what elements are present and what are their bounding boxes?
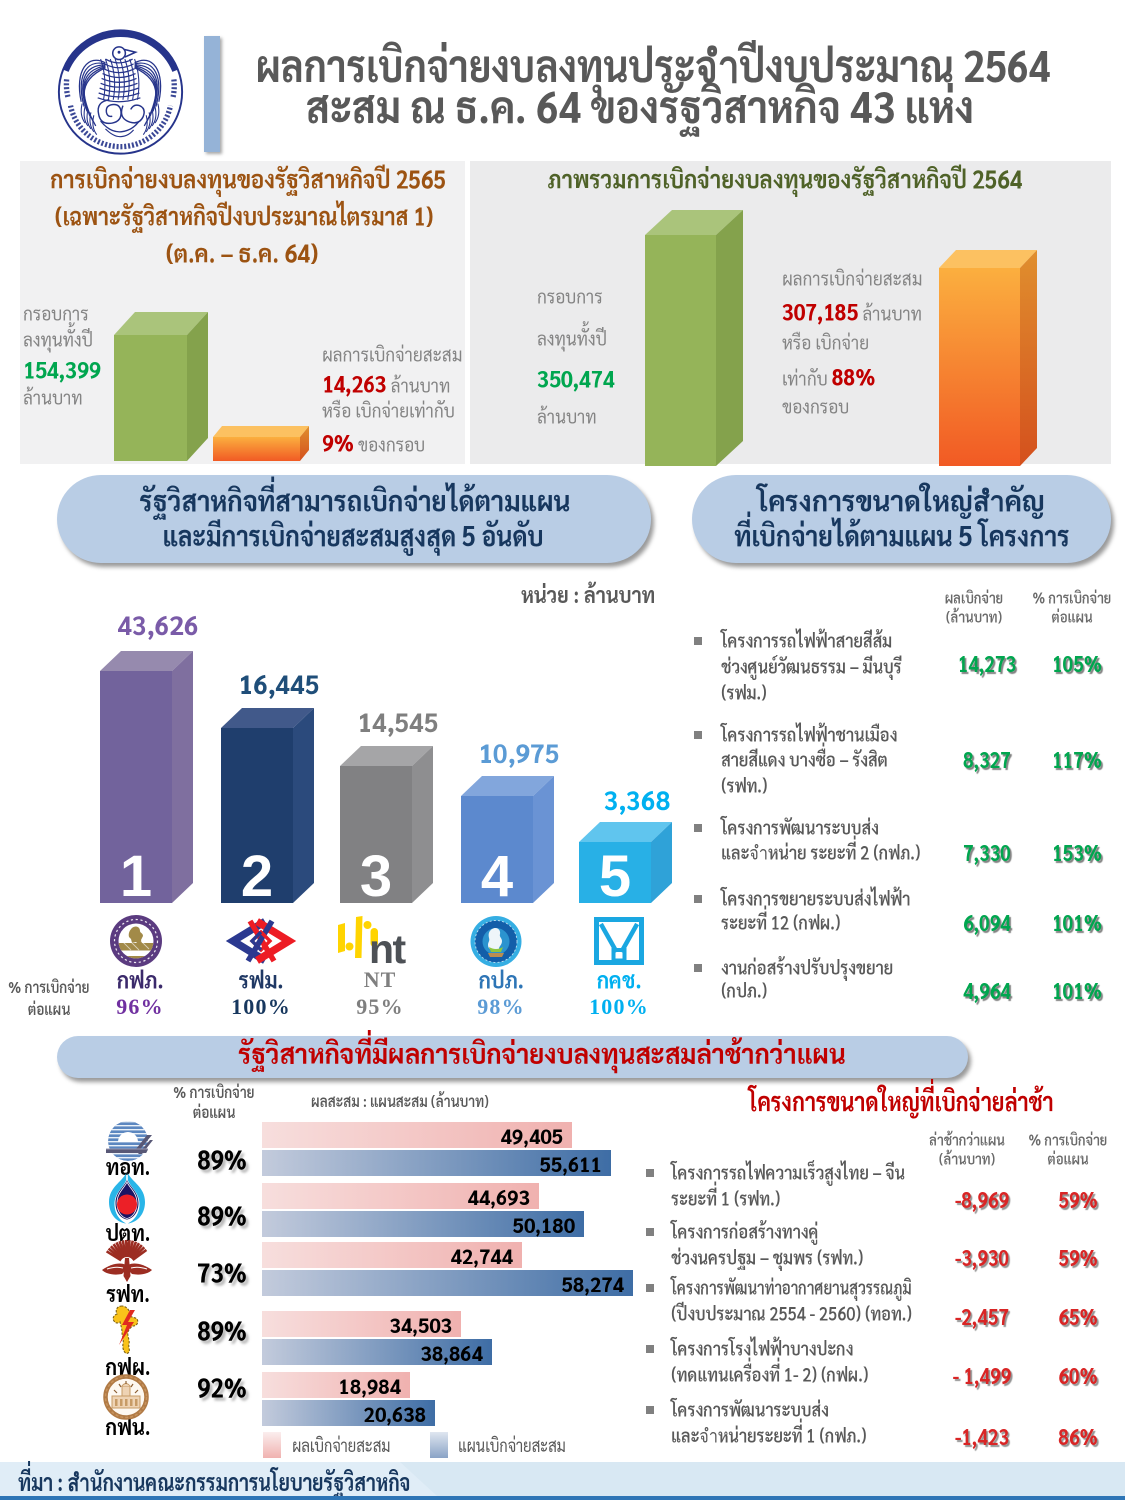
svg-text:nt: nt bbox=[369, 926, 407, 972]
